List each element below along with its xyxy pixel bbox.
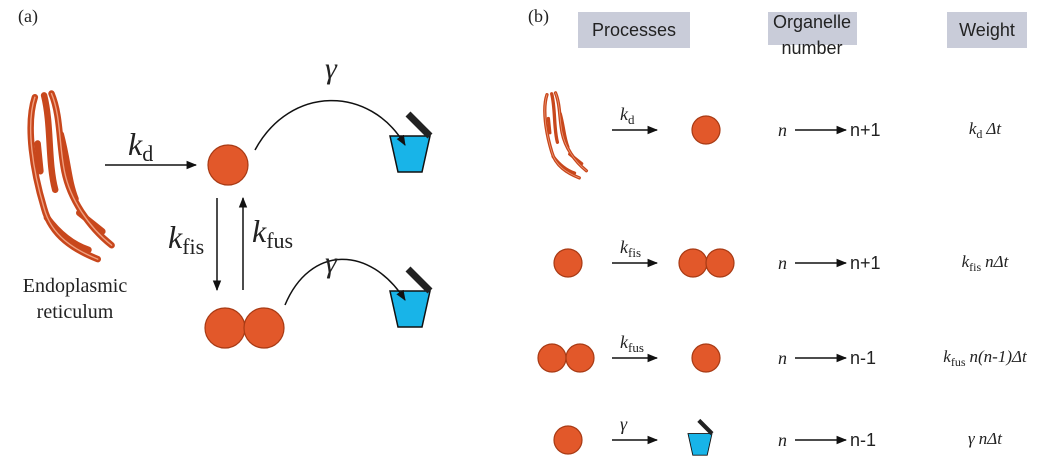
rate-label: kd (620, 104, 635, 127)
panel-label: (b) (528, 6, 549, 27)
symbol: γ (620, 414, 628, 434)
rate-label: γ (325, 52, 338, 85)
rate-label: kfus (620, 332, 644, 355)
header: Organelle (773, 12, 851, 32)
rate-label: γ (620, 414, 628, 434)
weight-rest: nΔt (985, 252, 1009, 271)
rate-label: γ (325, 246, 338, 279)
transition-from: n (778, 253, 787, 273)
transition-to: n-1 (850, 430, 876, 450)
symbol: k (168, 219, 183, 255)
subscript: d (142, 141, 153, 166)
transition-from: n (778, 430, 787, 450)
subscript: fus (951, 355, 966, 369)
diagram: (a) Endoplasmic reticulum kd γ kfis kfus… (0, 0, 1045, 462)
subscript: d (976, 127, 982, 141)
header: Weight (959, 20, 1015, 40)
subscript: fus (628, 340, 644, 355)
subscript: fus (266, 228, 293, 253)
subscript: d (628, 112, 635, 127)
transition-to: n-1 (850, 348, 876, 368)
rate-label: kfis (620, 237, 641, 260)
rate-label: kd (128, 126, 153, 166)
subscript: fis (969, 260, 981, 274)
header: Processes (592, 20, 676, 40)
symbol: k (128, 126, 143, 162)
header: number (781, 38, 842, 58)
rate-label: kfus (252, 213, 293, 253)
transition-from: n (778, 120, 787, 140)
er-label: Endoplasmic (23, 275, 128, 297)
subscript: fis (182, 234, 204, 259)
transition-from: n (778, 348, 787, 368)
transition-to: n+1 (850, 120, 881, 140)
symbol: k (252, 213, 267, 249)
weight-rest: n(n-1)Δt (970, 347, 1028, 366)
subscript: fis (628, 245, 641, 260)
panel-label: (a) (18, 6, 38, 27)
er-label: reticulum (37, 301, 114, 323)
transition-to: n+1 (850, 253, 881, 273)
weight-rest: Δt (985, 119, 1002, 138)
symbol: γ (968, 429, 976, 448)
rate-label: kfis (168, 219, 204, 259)
weight-rest: nΔt (979, 429, 1003, 448)
